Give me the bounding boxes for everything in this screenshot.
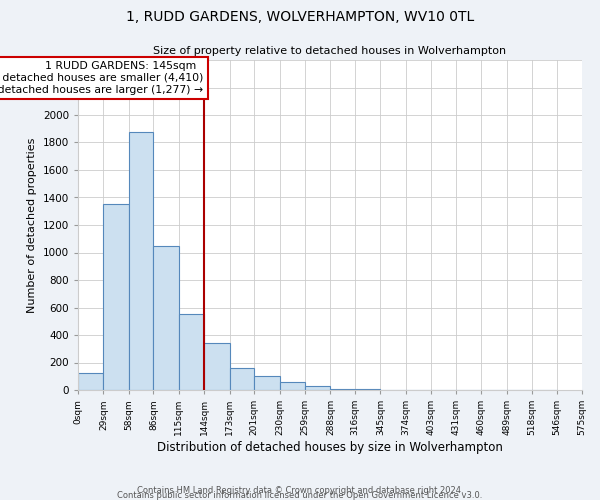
Text: Contains HM Land Registry data © Crown copyright and database right 2024.: Contains HM Land Registry data © Crown c…	[137, 486, 463, 495]
Bar	[305, 386, 331, 390]
X-axis label: Distribution of detached houses by size in Wolverhampton: Distribution of detached houses by size …	[157, 441, 503, 454]
Bar	[254, 376, 280, 390]
Bar	[154, 246, 179, 390]
Bar	[204, 343, 230, 390]
Bar	[230, 368, 254, 390]
Title: Size of property relative to detached houses in Wolverhampton: Size of property relative to detached ho…	[154, 46, 506, 56]
Bar	[280, 382, 305, 390]
Bar	[179, 314, 204, 390]
Text: 1, RUDD GARDENS, WOLVERHAMPTON, WV10 0TL: 1, RUDD GARDENS, WOLVERHAMPTON, WV10 0TL	[126, 10, 474, 24]
Bar	[78, 373, 103, 390]
Text: 1 RUDD GARDENS: 145sqm  
← 77% of detached houses are smaller (4,410)
22% of sem: 1 RUDD GARDENS: 145sqm ← 77% of detached…	[0, 62, 203, 94]
Bar	[103, 204, 129, 390]
Text: Contains public sector information licensed under the Open Government Licence v3: Contains public sector information licen…	[118, 491, 482, 500]
Bar	[331, 388, 355, 390]
Y-axis label: Number of detached properties: Number of detached properties	[27, 138, 37, 312]
Bar	[129, 132, 154, 390]
